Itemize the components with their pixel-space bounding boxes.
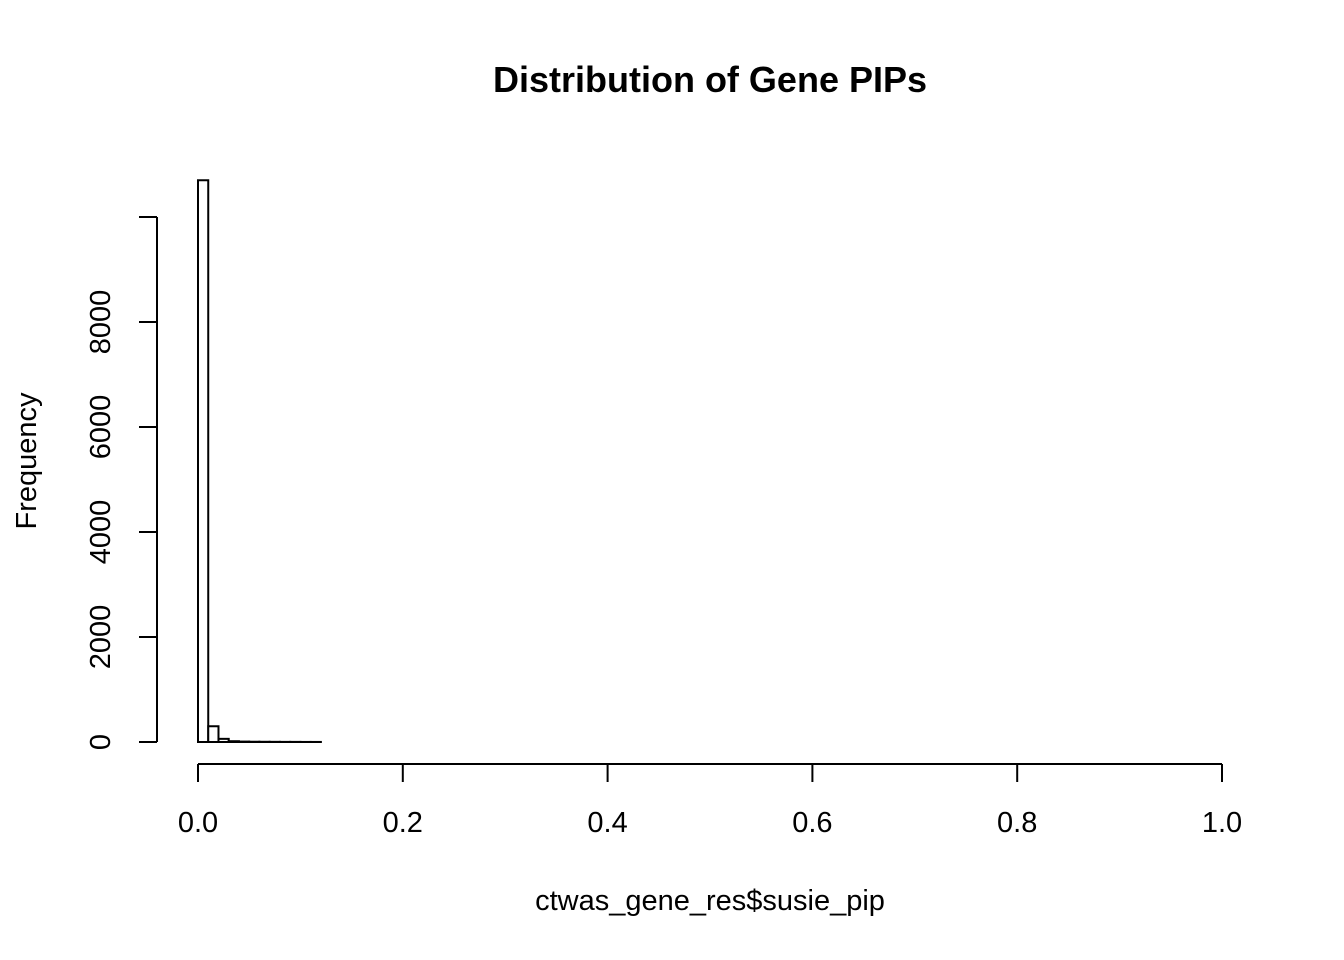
histogram-bar (197, 179, 210, 743)
y-axis-label: Frequency (11, 392, 43, 530)
y-tick-label: 4000 (85, 500, 117, 565)
y-tick-label: 0 (85, 734, 117, 750)
x-tick-label: 0.0 (178, 807, 218, 839)
y-tick-label: 2000 (85, 605, 117, 670)
x-tick-label: 0.2 (383, 807, 423, 839)
x-tick-label: 0.6 (792, 807, 832, 839)
y-axis: 0 2000 4000 6000 8000 (85, 216, 158, 750)
x-axis: 0.0 0.2 0.4 0.6 0.8 1.0 (178, 763, 1242, 839)
x-tick-label: 0.8 (997, 807, 1037, 839)
chart-title: Distribution of Gene PIPs (493, 59, 927, 100)
y-tick-label: 6000 (85, 395, 117, 460)
histogram-bar (207, 725, 220, 743)
x-tick-label: 1.0 (1202, 807, 1242, 839)
x-tick-label: 0.4 (587, 807, 627, 839)
histogram-bar (217, 737, 230, 743)
y-tick-label: 8000 (85, 290, 117, 355)
histogram-bars (197, 179, 322, 744)
histogram-bar (227, 740, 240, 744)
x-axis-label: ctwas_gene_res$susie_pip (535, 885, 885, 917)
